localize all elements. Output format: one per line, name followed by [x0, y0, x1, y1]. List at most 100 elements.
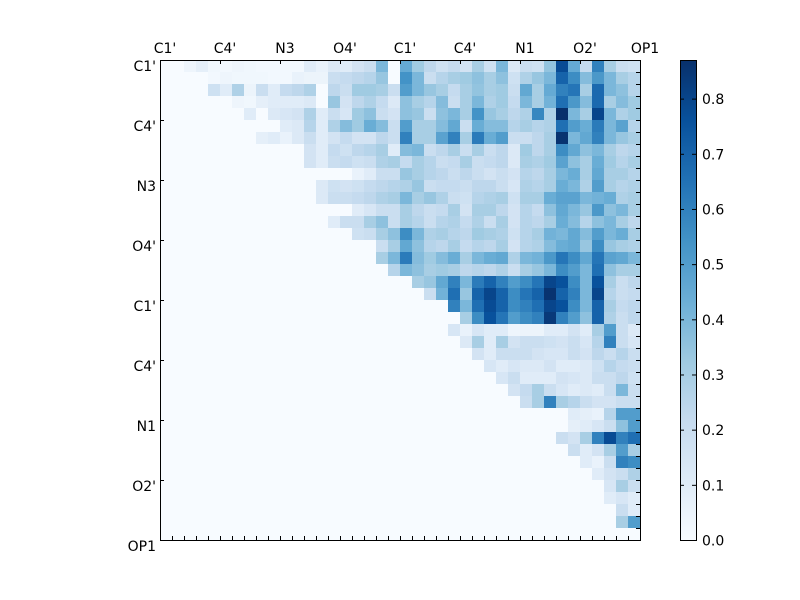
heatmap-cell: [340, 300, 353, 313]
heatmap-cell: [496, 252, 509, 265]
heatmap-cell: [604, 504, 617, 517]
heatmap-cell: [376, 456, 389, 469]
heatmap-cell: [388, 252, 401, 265]
heatmap-cell: [244, 228, 257, 241]
heatmap-cell: [232, 360, 245, 373]
heatmap-cell: [364, 276, 377, 289]
heatmap-cell: [448, 60, 461, 73]
heatmap-cell: [556, 312, 569, 325]
heatmap-cell: [388, 360, 401, 373]
heatmap-cell: [220, 156, 233, 169]
heatmap-cell: [604, 108, 617, 121]
heatmap-cell: [436, 528, 449, 541]
heatmap-cell: [460, 480, 473, 493]
heatmap-cell: [220, 420, 233, 433]
heatmap-cell: [532, 264, 545, 277]
heatmap-cell: [472, 312, 485, 325]
heatmap-cell: [232, 300, 245, 313]
colorbar-tick-label: 0.1: [702, 478, 724, 494]
heatmap-cell: [304, 132, 317, 145]
heatmap-cell: [340, 288, 353, 301]
heatmap-cell: [244, 180, 257, 193]
heatmap-cell: [472, 192, 485, 205]
heatmap-cell: [256, 396, 269, 409]
heatmap-cell: [484, 456, 497, 469]
heatmap-cell: [544, 204, 557, 217]
heatmap-cell: [520, 132, 533, 145]
heatmap-cell: [376, 348, 389, 361]
heatmap-cell: [520, 120, 533, 133]
heatmap-cell: [316, 216, 329, 229]
heatmap-cell: [376, 312, 389, 325]
heatmap-cell: [280, 324, 293, 337]
heatmap-cell: [544, 468, 557, 481]
heatmap-cell: [196, 84, 209, 97]
heatmap-cell: [364, 528, 377, 541]
heatmap-cell: [304, 216, 317, 229]
heatmap-cell: [328, 180, 341, 193]
heatmap-cell: [280, 492, 293, 505]
heatmap-cell: [592, 168, 605, 181]
heatmap-cell: [496, 192, 509, 205]
heatmap-cell: [616, 336, 629, 349]
heatmap-cell: [316, 60, 329, 73]
heatmap-cell: [304, 432, 317, 445]
heatmap-cell: [172, 72, 185, 85]
heatmap-cell: [616, 492, 629, 505]
heatmap-cell: [628, 528, 641, 541]
colorbar-tick-label: 0.7: [702, 147, 724, 163]
heatmap-cell: [520, 204, 533, 217]
heatmap-cell: [592, 336, 605, 349]
heatmap-cell: [244, 132, 257, 145]
heatmap-cell: [208, 396, 221, 409]
heatmap-cell: [400, 276, 413, 289]
heatmap-cell: [340, 228, 353, 241]
heatmap-cell: [628, 312, 641, 325]
heatmap-cell: [448, 336, 461, 349]
heatmap-cell: [628, 168, 641, 181]
heatmap-cell: [364, 84, 377, 97]
heatmap-cell: [520, 504, 533, 517]
heatmap-cell: [412, 228, 425, 241]
heatmap-cell: [508, 204, 521, 217]
heatmap-cell: [196, 204, 209, 217]
heatmap-cell: [208, 324, 221, 337]
heatmap-cell: [436, 312, 449, 325]
heatmap-cell: [280, 216, 293, 229]
heatmap-cell: [364, 396, 377, 409]
heatmap-cell: [400, 492, 413, 505]
heatmap-cell: [244, 516, 257, 529]
heatmap-cell: [244, 384, 257, 397]
x-tick-label: C4': [214, 41, 237, 57]
heatmap-cell: [184, 480, 197, 493]
heatmap-cell: [556, 444, 569, 457]
heatmap-cell: [292, 372, 305, 385]
heatmap-cell: [532, 492, 545, 505]
heatmap-cell: [424, 324, 437, 337]
heatmap-cell: [496, 408, 509, 421]
heatmap-cell: [196, 252, 209, 265]
heatmap-cell: [604, 384, 617, 397]
x-tick-label: C4': [454, 41, 477, 57]
heatmap-cell: [436, 468, 449, 481]
heatmap-cell: [172, 252, 185, 265]
heatmap-cell: [532, 228, 545, 241]
heatmap-cell: [520, 528, 533, 541]
heatmap-cell: [460, 336, 473, 349]
heatmap-cell: [184, 132, 197, 145]
heatmap-cell: [172, 216, 185, 229]
heatmap-cell: [424, 492, 437, 505]
heatmap-cell: [292, 312, 305, 325]
heatmap-cell: [256, 168, 269, 181]
heatmap-cell: [616, 360, 629, 373]
heatmap-cell: [388, 300, 401, 313]
heatmap-cell: [472, 144, 485, 157]
heatmap-cell: [544, 156, 557, 169]
heatmap-cell: [580, 288, 593, 301]
heatmap-cell: [208, 312, 221, 325]
heatmap-cell: [364, 408, 377, 421]
heatmap-cell: [196, 228, 209, 241]
x-tick-label: O4': [333, 41, 357, 57]
heatmap-cell: [580, 372, 593, 385]
heatmap-cell: [292, 240, 305, 253]
